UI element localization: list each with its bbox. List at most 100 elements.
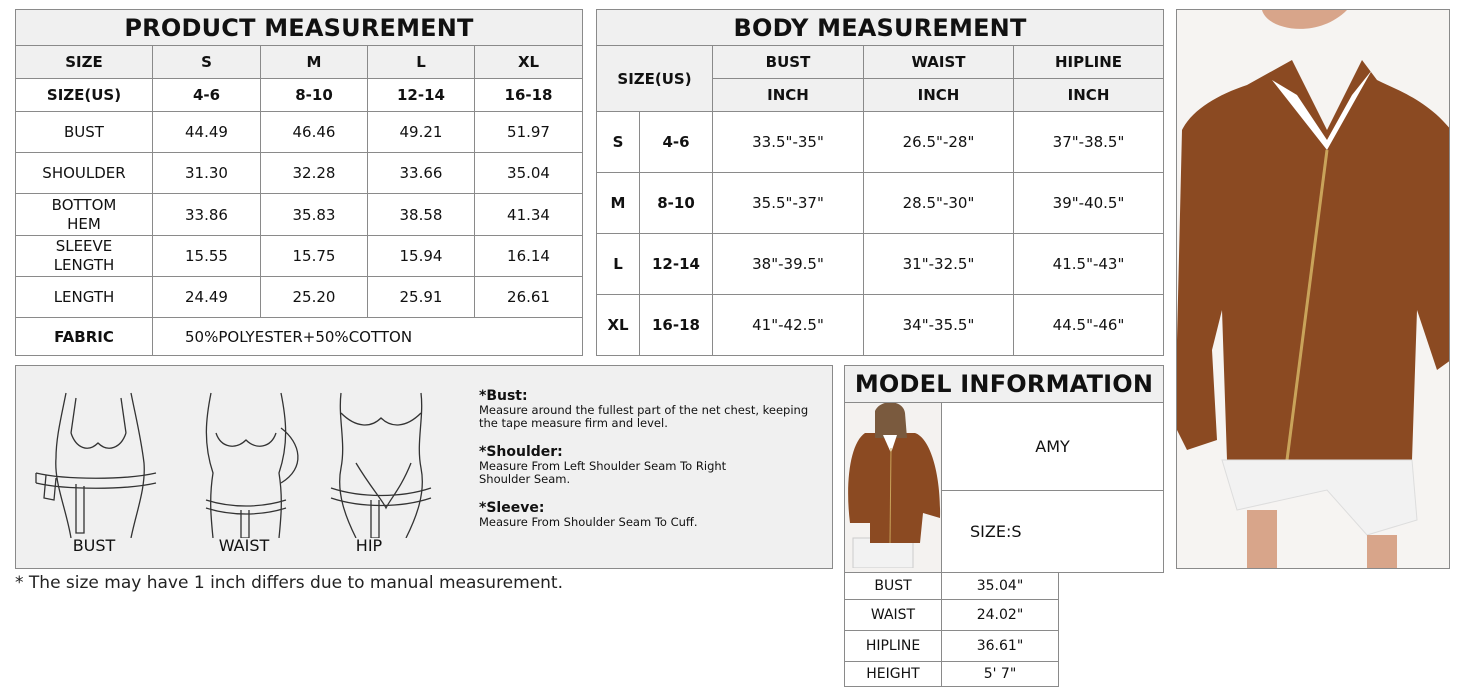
- header-cell: BUST: [712, 45, 864, 79]
- row-label: WAIST: [844, 599, 942, 631]
- value-cell: 41.34: [473, 193, 584, 236]
- model-title: MODEL INFORMATION: [843, 365, 1165, 403]
- header-cell: 12-14: [367, 78, 475, 112]
- us-size: 16-18: [639, 294, 713, 356]
- row-label: BOTTOM HEM: [15, 193, 153, 236]
- value-cell: 25.20: [260, 276, 368, 318]
- body-title: BODY MEASUREMENT: [595, 9, 1165, 46]
- header-cell: 4-6: [152, 78, 261, 112]
- value-cell: 26.5"-28": [863, 111, 1014, 173]
- value-cell: 15.55: [152, 235, 261, 277]
- value-cell: 35.04": [941, 572, 1059, 600]
- row-label: BUST: [15, 111, 153, 153]
- hip-figure-label: HIP: [355, 536, 383, 555]
- waist-figure-icon: [205, 392, 299, 538]
- table-row: BUST 44.49 46.46 49.21 51.97: [15, 111, 584, 153]
- value-cell: 34"-35.5": [863, 294, 1014, 356]
- note-text: Measure From Left Shoulder Seam To Right…: [479, 459, 727, 486]
- table-row: L 12-14 38"-39.5" 31"-32.5" 41.5"-43": [596, 233, 1165, 295]
- header-cell: S: [152, 45, 261, 79]
- value-cell: 37"-38.5": [1012, 111, 1165, 173]
- model-photo: [844, 402, 942, 573]
- size-header-row: SIZE S M L XL: [15, 45, 584, 79]
- value-cell: 24.49: [152, 276, 261, 318]
- header-cell: SIZE: [15, 45, 153, 79]
- value-cell: 31"-32.5": [863, 233, 1014, 295]
- table-row: BOTTOM HEM 33.86 35.83 38.58 41.34: [15, 193, 584, 236]
- value-cell: 33.66: [367, 152, 475, 194]
- us-size: 12-14: [639, 233, 713, 295]
- table-row: S 4-6 33.5"-35" 26.5"-28" 37"-38.5": [596, 111, 1165, 173]
- row-label: SHOULDER: [15, 152, 153, 194]
- fabric-label: FABRIC: [15, 317, 153, 356]
- table-row: M 8-10 35.5"-37" 28.5"-30" 39"-40.5": [596, 172, 1165, 234]
- header-cell: XL: [473, 45, 584, 79]
- us-size: 8-10: [639, 172, 713, 234]
- row-label: BUST: [844, 572, 942, 600]
- header-cell: WAIST: [863, 45, 1014, 79]
- value-cell: 41"-42.5": [712, 294, 864, 356]
- value-cell: 28.5"-30": [863, 172, 1014, 234]
- size-letter: S: [596, 111, 640, 173]
- value-cell: 41.5"-43": [1012, 233, 1165, 295]
- size-us-header: SIZE(US): [596, 45, 713, 112]
- value-cell: 35.83: [260, 193, 368, 236]
- unit-cell: INCH: [863, 78, 1014, 112]
- table-row: WAIST 24.02": [844, 599, 1164, 631]
- value-cell: 44.5"-46": [1012, 294, 1165, 356]
- unit-cell: INCH: [1012, 78, 1165, 112]
- table-row: SLEEVE LENGTH 15.55 15.75 15.94 16.14: [15, 235, 584, 277]
- value-cell: 35.5"-37": [712, 172, 864, 234]
- value-cell: 49.21: [367, 111, 475, 153]
- fabric-value: 50%POLYESTER+50%COTTON: [151, 317, 584, 356]
- value-cell: 38"-39.5": [712, 233, 864, 295]
- value-cell: 16.14: [473, 235, 584, 277]
- value-cell: 15.94: [367, 235, 475, 277]
- size-letter: M: [596, 172, 640, 234]
- value-cell: 33.86: [152, 193, 261, 236]
- value-cell: 32.28: [260, 152, 368, 194]
- measurement-guide-panel: BUST WAIST HIP *Bust: Measure around the…: [15, 365, 833, 569]
- table-row: HIPLINE 36.61": [844, 630, 1164, 662]
- value-cell: 31.30: [152, 152, 261, 194]
- header-cell: L: [367, 45, 475, 79]
- hoodie-model-photo-icon: [1177, 10, 1449, 568]
- value-cell: 15.75: [260, 235, 368, 277]
- table-row: HEIGHT 5' 7": [844, 661, 1164, 687]
- header-cell: 16-18: [473, 78, 584, 112]
- body-measurement-table: BODY MEASUREMENT SIZE(US) BUST WAIST HIP…: [595, 9, 1165, 356]
- value-cell: 25.91: [367, 276, 475, 318]
- header-cell: SIZE(US): [15, 78, 153, 112]
- table-row: BUST 35.04": [844, 572, 1164, 600]
- size-letter: XL: [596, 294, 640, 356]
- header-cell: M: [260, 45, 368, 79]
- row-label: SLEEVE LENGTH: [15, 235, 153, 277]
- us-size-row: SIZE(US) 4-6 8-10 12-14 16-18: [15, 78, 584, 112]
- bust-figure-icon: [35, 392, 157, 538]
- note-title: *Shoulder:: [479, 444, 563, 460]
- model-size: SIZE:S: [940, 490, 1165, 573]
- row-label: HIPLINE: [844, 630, 942, 662]
- note-title: *Sleeve:: [479, 500, 545, 516]
- footnote: * The size may have 1 inch differs due t…: [15, 573, 564, 593]
- header-cell: 8-10: [260, 78, 368, 112]
- value-cell: 44.49: [152, 111, 261, 153]
- note-title: *Bust:: [479, 388, 528, 404]
- note-text: Measure From Shoulder Seam To Cuff.: [479, 515, 698, 529]
- hip-figure-icon: [330, 392, 432, 538]
- us-size: 4-6: [639, 111, 713, 173]
- value-cell: 36.61": [941, 630, 1059, 662]
- table-row: XL 16-18 41"-42.5" 34"-35.5" 44.5"-46": [596, 294, 1165, 356]
- value-cell: 51.97: [473, 111, 584, 153]
- fabric-row: FABRIC 50%POLYESTER+50%COTTON: [15, 317, 584, 356]
- bust-figure-label: BUST: [72, 536, 116, 555]
- value-cell: 46.46: [260, 111, 368, 153]
- model-thumbnail-icon: [848, 402, 941, 569]
- measurement-notes: *Bust: Measure around the fullest part o…: [479, 388, 819, 529]
- value-cell: 35.04: [473, 152, 584, 194]
- note-text: Measure around the fullest part of the n…: [479, 403, 809, 430]
- unit-cell: INCH: [712, 78, 864, 112]
- value-cell: 24.02": [941, 599, 1059, 631]
- value-cell: 39"-40.5": [1012, 172, 1165, 234]
- table-row: LENGTH 24.49 25.20 25.91 26.61: [15, 276, 584, 318]
